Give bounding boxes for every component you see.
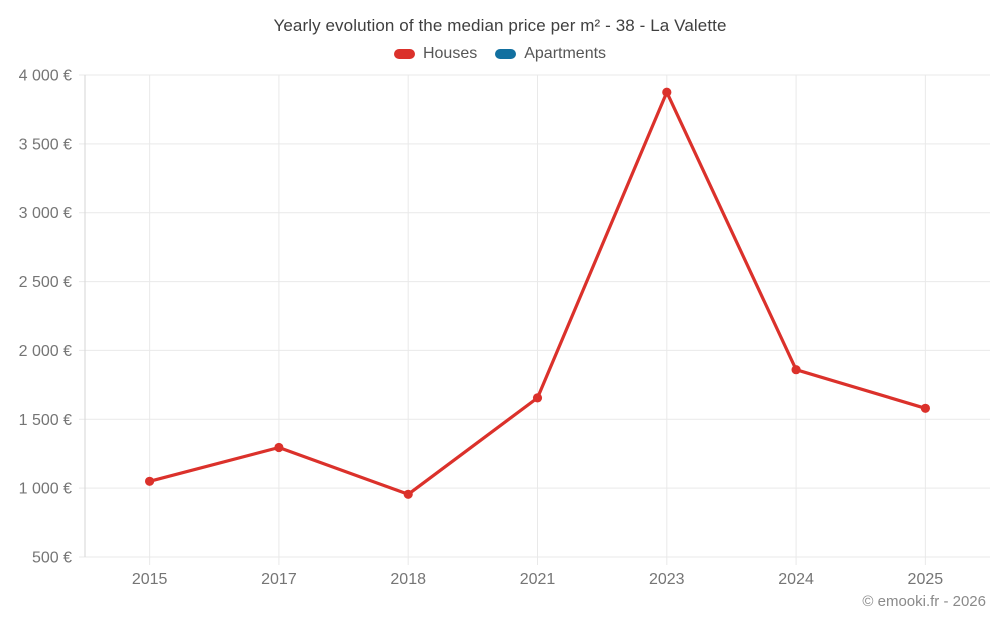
y-axis-tick-label: 1 500 €: [19, 412, 72, 429]
y-axis-tick-label: 2 000 €: [19, 343, 72, 360]
houses-data-point-2025[interactable]: [920, 403, 931, 413]
y-axis-tick-label: 3 500 €: [19, 136, 72, 153]
houses-data-point-2023[interactable]: [662, 87, 672, 97]
y-axis-tick-label: 3 000 €: [19, 205, 72, 222]
x-axis-tick-label: 2021: [520, 571, 556, 588]
x-axis-tick-label: 2023: [649, 571, 685, 588]
apartments-legend-label: Apartments: [524, 45, 607, 62]
x-axis-tick-label: 2025: [908, 571, 944, 588]
y-axis-tick-label: 4 000 €: [19, 68, 72, 85]
houses-legend-label: Houses: [422, 45, 478, 62]
x-axis-tick-label: 2015: [132, 571, 168, 588]
houses-data-point-2015[interactable]: [145, 476, 155, 486]
y-axis-tick-label: 500 €: [32, 550, 72, 567]
houses-data-point-2018[interactable]: [403, 489, 413, 499]
chart-title: Yearly evolution of the median price per…: [273, 16, 727, 35]
legend-item-apartments[interactable]: Apartments: [495, 45, 606, 63]
chart-legend: Houses Apartments: [0, 45, 1000, 63]
y-axis-tick-label: 1 000 €: [19, 481, 72, 498]
houses-legend-swatch: [393, 49, 415, 59]
x-axis-tick-label: 2018: [390, 571, 426, 588]
houses-data-point-2024[interactable]: [791, 365, 801, 375]
houses-data-point-2021[interactable]: [532, 393, 543, 403]
y-axis-tick-label: 2 500 €: [19, 274, 72, 291]
copyright-footer: © emooki.fr - 2026: [862, 593, 986, 610]
legend-item-houses[interactable]: Houses: [393, 45, 478, 63]
houses-data-point-2017[interactable]: [274, 442, 284, 453]
x-axis-tick-label: 2024: [778, 571, 814, 588]
x-axis-tick-label: 2017: [261, 571, 297, 588]
apartments-legend-swatch: [495, 49, 517, 59]
